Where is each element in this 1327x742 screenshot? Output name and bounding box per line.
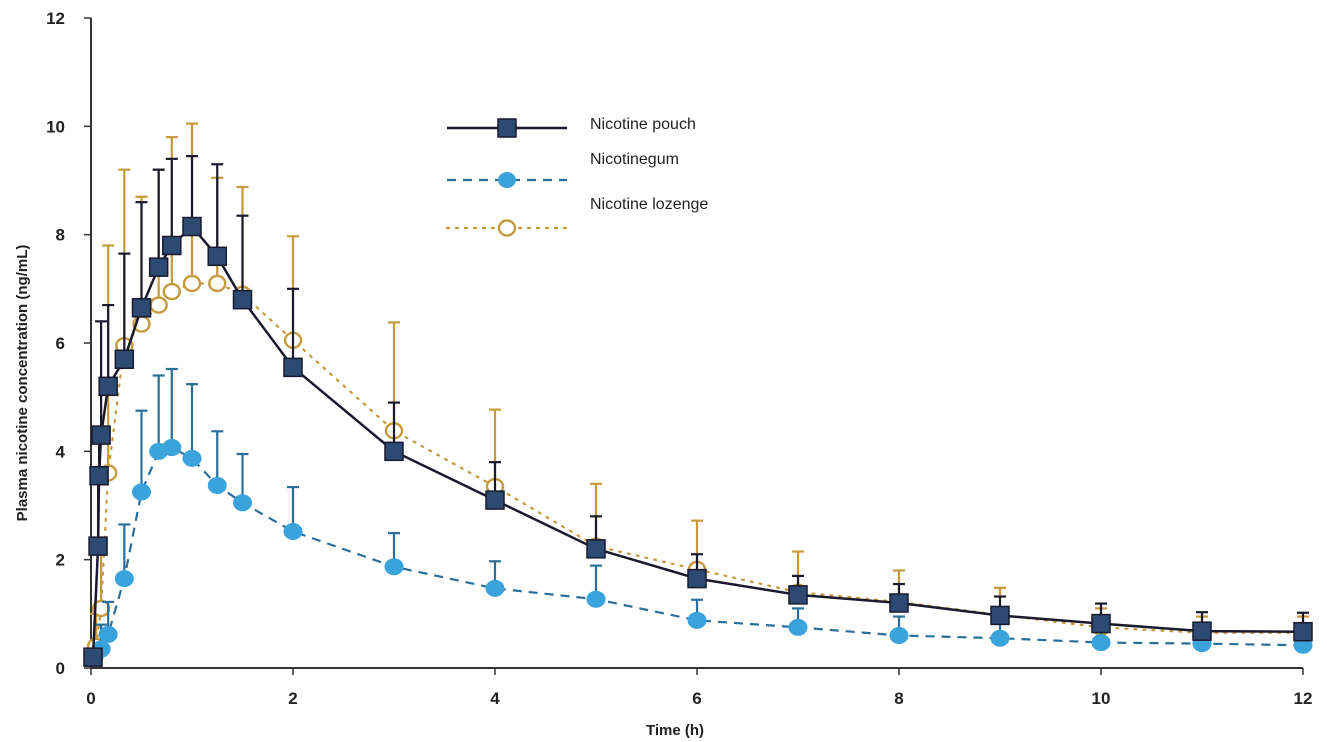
data-point <box>1293 621 1313 642</box>
data-point <box>89 465 109 486</box>
y-tick-label: 0 <box>56 659 65 678</box>
data-point <box>1091 634 1111 652</box>
data-point <box>91 425 111 445</box>
series-0 <box>83 155 1313 667</box>
data-point <box>384 441 404 462</box>
x-tick-label: 6 <box>692 689 701 708</box>
x-tick-label: 12 <box>1294 689 1313 708</box>
data-point <box>88 536 108 556</box>
data-point <box>182 216 202 237</box>
x-tick-label: 0 <box>86 689 95 708</box>
data-point <box>990 629 1010 647</box>
x-tick-label: 2 <box>288 689 297 708</box>
series-1 <box>84 367 1313 666</box>
data-point <box>114 349 135 369</box>
data-point <box>148 257 169 277</box>
series-line <box>91 224 1304 658</box>
data-point <box>586 590 606 608</box>
data-point <box>162 282 182 301</box>
data-point <box>283 523 303 540</box>
data-point <box>384 558 404 576</box>
x-tick-label: 10 <box>1092 689 1111 708</box>
x-tick-label: 4 <box>490 689 500 708</box>
y-tick-label: 12 <box>46 9 65 28</box>
y-tick-label: 4 <box>56 442 66 461</box>
data-point <box>182 274 202 293</box>
series-line <box>93 446 1304 658</box>
data-point <box>132 483 151 501</box>
y-axis-title: Plasma nicotine concentration (ng/mL) <box>14 245 31 522</box>
legend: Nicotine pouch Nicotinegum Nicotine loze… <box>445 116 708 237</box>
data-point <box>162 235 182 256</box>
data-point <box>114 570 134 588</box>
y-tick-label: 8 <box>56 226 65 245</box>
data-point <box>788 618 808 636</box>
y-tick-label: 2 <box>56 551 65 570</box>
data-point <box>131 298 152 318</box>
legend-marker <box>497 118 517 138</box>
data-point <box>208 274 227 293</box>
data-point <box>149 296 168 314</box>
x-tick-label: 8 <box>894 689 903 708</box>
data-point <box>162 439 182 457</box>
legend-marker <box>498 172 516 188</box>
data-point <box>83 647 103 667</box>
data-point <box>788 585 808 605</box>
legend-label-nicotine-pouch: Nicotine pouch <box>590 116 696 133</box>
legend-label-nicotine-lozenge: Nicotine lozenge <box>590 196 708 213</box>
data-point <box>98 625 118 643</box>
data-point <box>485 579 505 597</box>
data-point <box>687 611 707 629</box>
y-tick-label: 10 <box>46 117 65 136</box>
data-point <box>889 593 909 613</box>
data-point <box>207 246 227 267</box>
data-point <box>283 357 303 378</box>
data-point <box>182 449 202 467</box>
data-point <box>1091 613 1111 634</box>
legend-marker <box>497 219 517 237</box>
series-layer <box>83 122 1313 667</box>
data-point <box>233 494 252 512</box>
data-point <box>98 376 118 397</box>
data-point <box>1192 621 1212 641</box>
data-point <box>232 289 253 310</box>
data-point <box>485 490 505 510</box>
data-point <box>207 476 227 494</box>
data-point <box>889 627 909 644</box>
data-point <box>586 539 606 559</box>
x-axis-title: Time (h) <box>646 722 704 739</box>
data-point <box>990 605 1010 626</box>
y-tick-label: 6 <box>56 334 65 353</box>
data-point <box>687 568 707 589</box>
legend-label-nicotine-gum: Nicotinegum <box>590 151 679 168</box>
series-line <box>94 282 1305 648</box>
tick-group: 0 2 4 6 8 10 12 0 2 4 6 8 10 12 <box>46 9 1312 708</box>
